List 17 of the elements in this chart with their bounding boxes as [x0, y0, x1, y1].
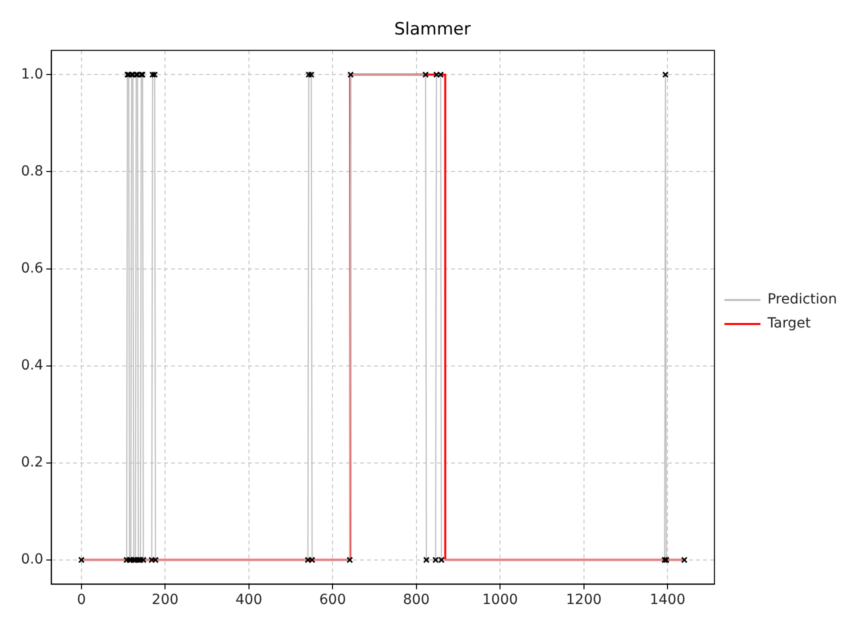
y-tick-label: 0.6	[21, 260, 44, 276]
y-tick-label: 0.4	[21, 357, 44, 374]
x-tick-label: 0	[76, 592, 86, 608]
y-tick-label: 1.0	[21, 66, 44, 82]
x-tick-label: 1200	[566, 592, 602, 608]
x-tick-label: 400	[236, 592, 262, 608]
y-tick-label: 0.2	[21, 454, 44, 471]
legend-label: Prediction	[767, 292, 838, 308]
y-tick-label: 0.0	[21, 552, 44, 568]
x-tick-label: 600	[319, 592, 346, 608]
x-tick-label: 200	[152, 592, 179, 608]
legend-label: Target	[766, 316, 812, 332]
x-tick-label: 1400	[650, 592, 686, 608]
y-tick-label: 0.8	[21, 163, 44, 180]
chart-title: Slammer	[394, 20, 471, 40]
x-tick-label: 1000	[482, 592, 518, 608]
x-tick-label: 800	[402, 592, 430, 608]
